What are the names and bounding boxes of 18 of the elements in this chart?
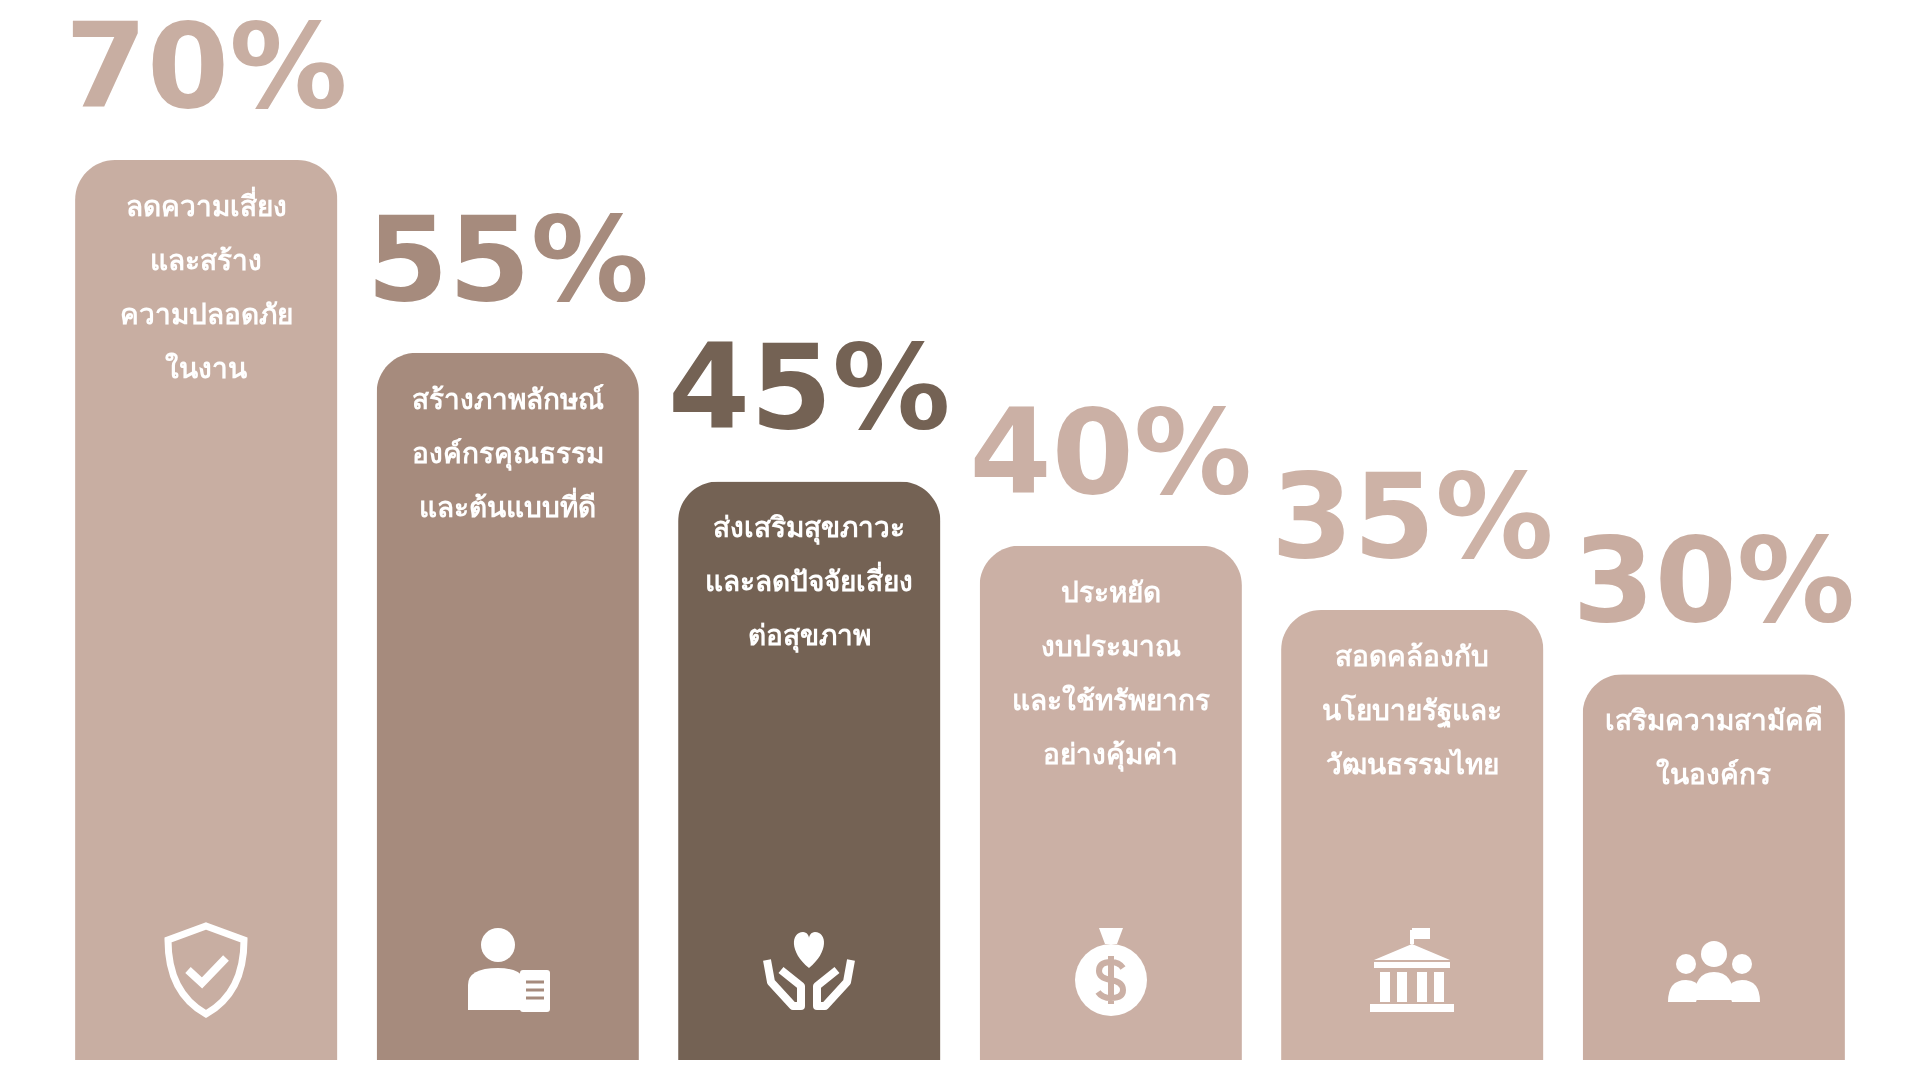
bar xyxy=(678,481,941,1060)
bar xyxy=(75,160,338,1060)
x-tick-label: ลดความเสี่ยง และสร้าง ความปลอดภัย ในงาน xyxy=(119,186,293,385)
data-label: 55% xyxy=(366,189,649,328)
x-tick-label: เสริมความสามัคคี ในองค์กร xyxy=(1604,704,1823,792)
data-label: 45% xyxy=(668,318,951,457)
data-label: 70% xyxy=(65,0,348,135)
data-label: 40% xyxy=(969,382,1252,521)
bar xyxy=(1582,674,1845,1060)
x-tick-label: สร้างภาพลักษณ์ องค์กรคุณธรรม และต้นแบบที่ดี xyxy=(411,382,604,524)
data-label: 35% xyxy=(1271,447,1554,585)
data-label: 30% xyxy=(1572,511,1855,650)
bar xyxy=(979,545,1242,1060)
x-tick-label: ประหยัด งบประมาณ และใช้ทรัพยากร อย่างคุ้มค่า xyxy=(1011,575,1210,772)
x-tick-label: ส่งเสริมสุขภาวะ และลดปัจจัยเสี่ยง ต่อสุขภาพ xyxy=(705,511,914,654)
x-tick-label: สอดคล้องกับ นโยบายรัฐและ วัฒนธรรมไทย xyxy=(1322,640,1503,781)
bar xyxy=(376,352,639,1060)
bar xyxy=(1281,610,1544,1060)
